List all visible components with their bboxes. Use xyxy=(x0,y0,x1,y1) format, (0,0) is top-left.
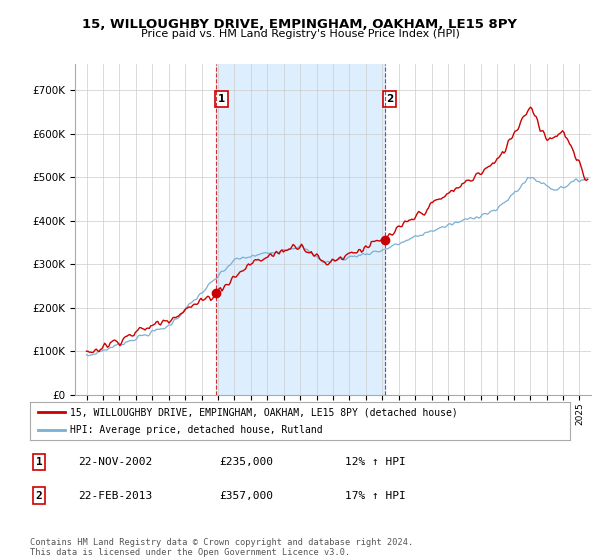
Text: HPI: Average price, detached house, Rutland: HPI: Average price, detached house, Rutl… xyxy=(71,425,323,435)
Text: 17% ↑ HPI: 17% ↑ HPI xyxy=(345,491,406,501)
Text: 1: 1 xyxy=(35,457,43,467)
Text: 12% ↑ HPI: 12% ↑ HPI xyxy=(345,457,406,467)
Text: Contains HM Land Registry data © Crown copyright and database right 2024.
This d: Contains HM Land Registry data © Crown c… xyxy=(30,538,413,557)
Text: 1: 1 xyxy=(218,94,225,104)
Text: 15, WILLOUGHBY DRIVE, EMPINGHAM, OAKHAM, LE15 8PY: 15, WILLOUGHBY DRIVE, EMPINGHAM, OAKHAM,… xyxy=(83,18,517,31)
Text: 2: 2 xyxy=(386,94,394,104)
Text: 22-FEB-2013: 22-FEB-2013 xyxy=(78,491,152,501)
Bar xyxy=(217,64,385,395)
Text: £235,000: £235,000 xyxy=(219,457,273,467)
Text: Price paid vs. HM Land Registry's House Price Index (HPI): Price paid vs. HM Land Registry's House … xyxy=(140,29,460,39)
Text: 22-NOV-2002: 22-NOV-2002 xyxy=(78,457,152,467)
Text: 15, WILLOUGHBY DRIVE, EMPINGHAM, OAKHAM, LE15 8PY (detached house): 15, WILLOUGHBY DRIVE, EMPINGHAM, OAKHAM,… xyxy=(71,407,458,417)
Text: 2: 2 xyxy=(35,491,43,501)
Text: £357,000: £357,000 xyxy=(219,491,273,501)
